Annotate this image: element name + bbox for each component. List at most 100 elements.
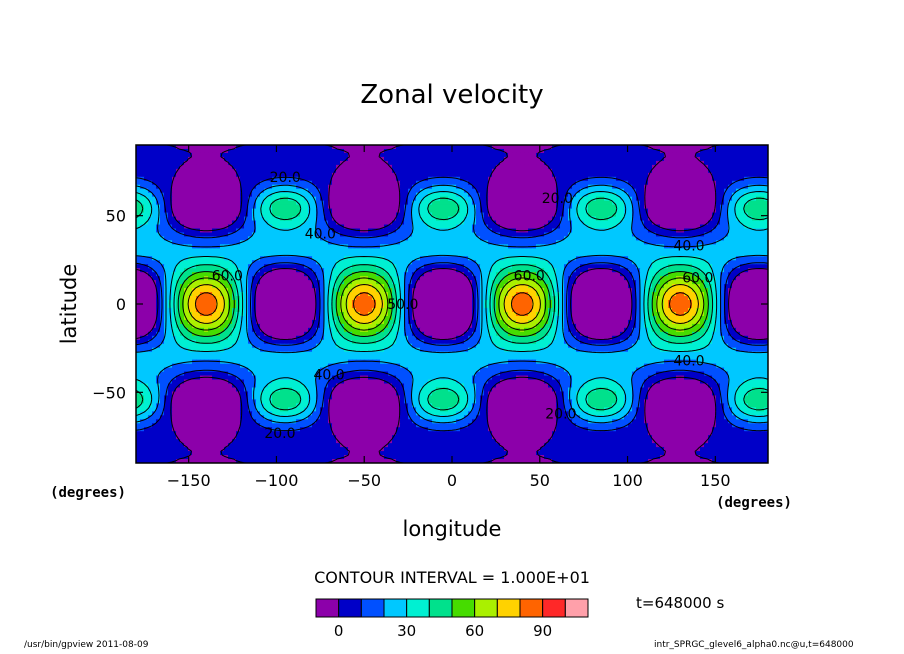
contour-fill-cell [644,172,649,178]
contour-fill-cell [204,180,209,186]
contour-fill-cell [448,200,453,206]
contour-fill-cell [248,164,253,170]
contour-fill-cell [452,180,457,186]
contour-fill-cell [572,264,577,269]
contour-fill-cell [480,264,485,269]
contour-fill-cell [736,208,741,214]
contour-fill-cell [636,184,641,190]
contour-fill-cell [384,252,389,257]
contour-fill-cell [140,252,145,257]
contour-fill-cell [140,256,145,261]
contour-fill-cell [352,196,357,202]
contour-fill-cell [140,268,145,273]
contour-fill-cell [304,256,309,261]
contour-fill-cell [584,232,589,238]
contour-fill-cell [252,244,257,249]
contour-fill-cell [516,196,521,202]
contour-fill-cell [416,172,421,178]
contour-fill-cell [604,184,609,190]
contour-fill-cell [748,180,753,186]
contour-fill-cell [740,188,745,194]
contour-fill-cell [420,268,425,273]
contour-fill-cell [332,188,337,194]
contour-fill-cell [372,200,377,206]
contour-fill-cell [264,152,269,158]
contour-fill-cell [516,176,521,182]
contour-fill-cell [468,180,473,186]
contour-fill-cell [452,236,457,242]
contour-fill-cell [748,196,753,202]
contour-fill-cell [136,248,141,253]
contour-fill-cell [672,240,677,245]
contour-fill-cell [680,176,685,182]
contour-fill-cell [348,228,353,234]
contour-fill-cell [496,204,501,210]
contour-fill-cell [592,164,597,170]
contour-fill-cell [248,168,253,174]
contour-fill-cell [188,208,193,214]
contour-fill-cell [748,204,753,210]
contour-fill-cell [228,188,233,194]
contour-fill-cell [160,156,165,162]
contour-fill-cell [184,228,189,234]
contour-fill-cell [148,176,153,182]
contour-fill-cell [388,248,393,253]
contour-fill-cell [168,148,173,154]
contour-fill-cell [548,256,553,261]
contour-fill-cell [508,184,513,190]
contour-fill-cell [212,145,217,150]
contour-fill-cell [336,232,341,238]
contour-fill-cell [256,160,261,166]
contour-fill-cell [160,208,165,214]
contour-fill-cell [548,252,553,257]
contour-fill-cell [732,216,737,222]
contour-fill-cell [704,204,709,210]
contour-fill-cell [308,168,313,174]
contour-fill-cell [604,208,609,214]
contour-fill-cell [304,156,309,162]
contour-fill-cell [408,268,413,273]
contour-fill-cell [452,204,457,210]
contour-fill-cell [196,220,201,226]
contour-fill-cell [152,212,157,218]
contour-fill-cell [396,184,401,190]
contour-fill-cell [688,216,693,222]
contour-fill-cell [324,232,329,238]
contour-fill-cell [664,145,669,150]
contour-fill-cell [376,184,381,190]
contour-fill-cell [312,228,317,234]
contour-fill-cell [752,180,757,186]
contour-fill-cell [304,216,309,222]
contour-fill-cell [608,145,613,150]
contour-fill-cell [704,148,709,154]
contour-fill-cell [256,240,261,245]
contour-fill-cell [356,224,361,230]
contour-fill-cell [592,184,597,190]
contour-fill-cell [420,192,425,198]
contour-fill-cell [604,176,609,182]
contour-fill-cell [508,236,513,242]
contour-fill-cell [252,160,257,166]
contour-fill-cell [216,260,221,265]
contour-fill-cell [528,260,533,265]
contour-fill-cell [304,204,309,210]
contour-fill-cell [396,268,401,273]
contour-fill-cell [728,212,733,218]
contour-fill-cell [220,168,225,174]
contour-fill-cell [740,252,745,257]
contour-fill-cell [668,248,673,253]
contour-fill-cell [260,256,265,261]
contour-fill-cell [240,164,245,170]
contour-fill-cell [640,200,645,206]
contour-fill-cell [500,145,505,150]
contour-fill-cell [296,180,301,186]
contour-fill-cell [496,152,501,158]
contour-fill-cell [412,268,417,273]
contour-fill-cell [156,148,161,154]
contour-fill-cell [644,228,649,234]
contour-fill-cell [740,164,745,170]
contour-fill-cell [528,228,533,234]
contour-fill-cell [692,180,697,186]
contour-fill-cell [484,268,489,273]
contour-fill-cell [408,216,413,222]
